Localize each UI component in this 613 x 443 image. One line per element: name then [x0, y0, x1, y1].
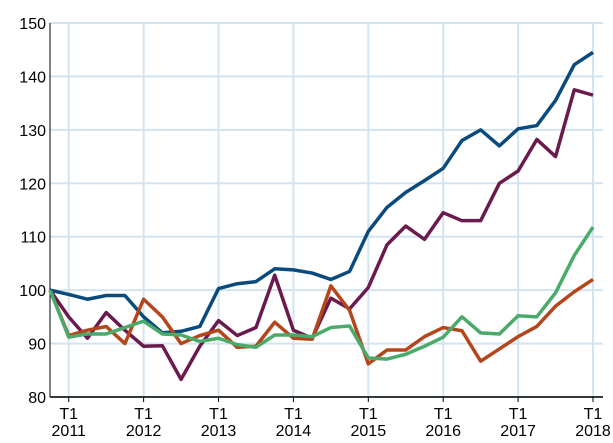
series-line: [48, 88, 594, 382]
series-line: [48, 226, 595, 361]
x-tick-label: T1 2013: [201, 406, 237, 440]
x-tick-label: T1 2011: [52, 406, 87, 440]
y-tick-label: 100: [19, 283, 46, 300]
y-tick-label: 80: [28, 390, 46, 407]
x-tick-label: T1 2018: [575, 406, 611, 440]
series-line: [48, 277, 594, 366]
y-tick-label: 120: [19, 176, 46, 193]
x-tick-label: T1 2014: [276, 406, 312, 440]
y-tick-label: 130: [19, 123, 46, 140]
y-tick-label: 90: [28, 337, 46, 354]
y-tick-label: 140: [19, 69, 46, 86]
y-tick-label: 150: [19, 16, 46, 33]
series-line: [49, 50, 594, 335]
x-tick-label: T1 2016: [425, 406, 461, 440]
y-tick-label: 110: [20, 230, 46, 247]
x-tick-label: T1 2012: [126, 406, 162, 440]
x-tick-label: T1 2017: [500, 406, 536, 440]
x-tick-label: T1 2015: [351, 406, 387, 440]
